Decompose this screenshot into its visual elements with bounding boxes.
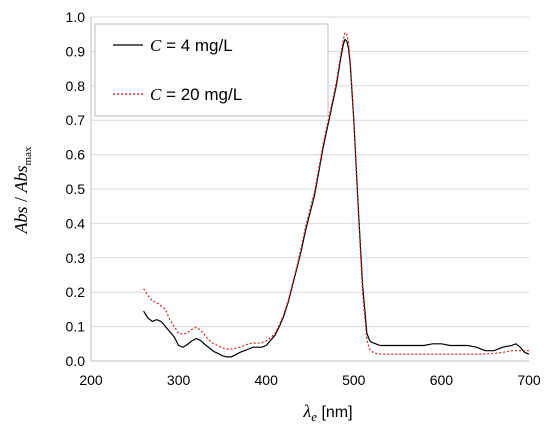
y-tick-label: 0.6	[66, 147, 86, 163]
y-tick-label: 0.5	[66, 181, 86, 197]
legend-box	[94, 23, 329, 117]
series-lines	[143, 31, 530, 358]
x-tick-label: 600	[430, 372, 454, 388]
tick-labels: 0.0 0.1 0.2 0.3 0.4 0.5 0.6 0.7 0.8 0.9 1.0 200 300 4…	[66, 9, 541, 388]
series-line-1	[143, 38, 530, 358]
x-tick-label: 400	[255, 372, 279, 388]
legend-label-series-1: C = 4 mg/L	[150, 36, 233, 55]
series-line-2	[143, 31, 529, 355]
y-tick-label: 0.8	[66, 78, 86, 94]
x-axis-title: λe [nm]	[302, 401, 352, 424]
x-tick-label: 300	[167, 372, 191, 388]
legend-label-series-2: C = 20 mg/L	[150, 85, 242, 104]
legend: C = 4 mg/L C = 20 mg/L	[94, 23, 329, 117]
y-tick-label: 1.0	[66, 9, 86, 25]
y-tick-label: 0.3	[66, 250, 86, 266]
axes	[90, 17, 529, 362]
x-tick-label: 500	[342, 372, 366, 388]
y-tick-label: 0.4	[66, 215, 86, 231]
y-axis-title: Abs / Absmax	[11, 146, 34, 234]
y-tick-label: 0.9	[66, 43, 86, 59]
y-tick-label: 0.0	[66, 353, 86, 369]
y-tick-label: 0.2	[66, 284, 86, 300]
y-tick-label: 0.7	[66, 112, 86, 128]
x-tick-label: 700	[517, 372, 541, 388]
y-tick-label: 0.1	[66, 319, 86, 335]
x-tick-label: 200	[79, 372, 103, 388]
